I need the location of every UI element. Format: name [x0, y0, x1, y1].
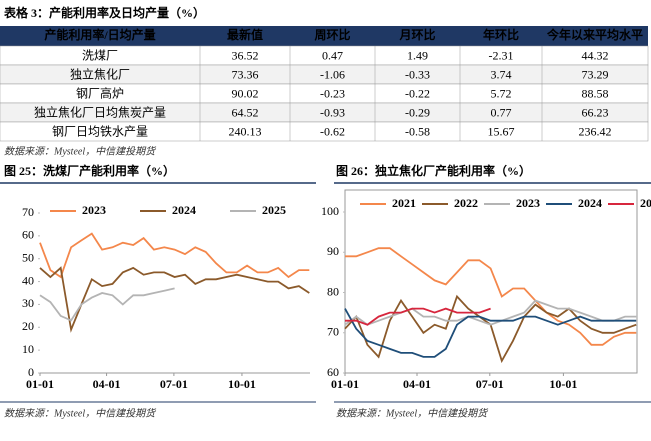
table-cell: 洗煤厂 [82, 48, 118, 62]
table-cell: -0.29 [405, 105, 430, 119]
table-cell: -0.22 [405, 86, 430, 100]
table-cell: -0.62 [320, 124, 345, 138]
table-source: 数据来源：Mysteel，中信建投期货 [4, 145, 157, 157]
table-cell: -1.06 [320, 67, 345, 81]
y-tick-label: 0 [28, 365, 34, 379]
table-cell: 钢厂日均铁水产量 [52, 124, 148, 138]
x-tick-label: 10-01 [228, 377, 256, 391]
y-tick-label: 60 [327, 365, 339, 379]
table-cell: 73.29 [582, 67, 609, 81]
table-cell: 钢厂高炉 [76, 85, 124, 100]
y-tick-label: 30 [22, 296, 34, 310]
series-line [39, 287, 175, 322]
table-cell: 5.72 [491, 86, 512, 100]
series-line [39, 266, 310, 333]
header-cell: 最新值 [227, 27, 263, 42]
legend-label: 2025 [262, 203, 286, 217]
header-cell: 周环比 [314, 27, 350, 42]
table-cell: 90.02 [232, 86, 259, 100]
series-line [345, 247, 637, 346]
y-tick-label: 70 [22, 205, 34, 219]
legend-label: 2021 [392, 196, 416, 210]
table-header [0, 26, 648, 46]
header-cell: 产能利用率/日均产量 [44, 27, 155, 42]
x-tick-label: 07-01 [476, 377, 504, 391]
table-cell: 44.32 [582, 48, 609, 62]
series-line [344, 299, 637, 326]
table-cell: 88.58 [582, 86, 609, 100]
series-line [39, 232, 310, 279]
table-cell: 独立焦化厂 [70, 66, 130, 81]
table-cell: 独立焦化厂日均焦炭产量 [34, 104, 166, 119]
y-tick-label: 40 [22, 273, 34, 287]
header-cell: 今年以来平均水平 [546, 27, 643, 42]
series-line [345, 307, 491, 326]
legend-label: 2025 [640, 196, 651, 210]
figure-title: 图 26：独立焦化厂产能利用率（%） [336, 163, 531, 178]
table-cell: 1.49 [407, 48, 428, 62]
table-cell: -0.58 [405, 124, 430, 138]
table-cell: -0.23 [320, 86, 345, 100]
y-tick-label: 10 [22, 342, 34, 356]
x-tick-label: 07-01 [160, 377, 188, 391]
legend-label: 2022 [454, 196, 478, 210]
series-line [344, 308, 637, 358]
table-row [0, 121, 649, 142]
legend-label: 2024 [578, 196, 602, 210]
table-cell: 36.52 [232, 48, 259, 62]
table-cell: -0.33 [405, 67, 430, 81]
x-tick-label: 01-01 [26, 377, 54, 391]
y-tick-label: 70 [327, 325, 339, 339]
figure-source: 数据来源：Mysteel，中信建投期货 [4, 407, 157, 419]
table-cell: 0.77 [491, 105, 512, 119]
x-tick-label: 10-01 [549, 377, 577, 391]
x-tick-label: 04-01 [93, 377, 121, 391]
plot-frame [344, 189, 638, 374]
table-cell: 3.74 [491, 67, 512, 81]
figure-title: 图 25：洗煤厂产能利用率（%） [4, 163, 175, 178]
table-cell: 64.52 [232, 105, 259, 119]
y-tick-label: 100 [321, 204, 339, 218]
table-title: 表格 3：产能利用率及日均产量（%） [3, 5, 205, 20]
x-tick-label: 01-01 [331, 377, 359, 391]
legend-label: 2023 [516, 196, 540, 210]
y-tick-label: 80 [327, 284, 339, 298]
legend-label: 2024 [172, 203, 196, 217]
y-tick-label: 90 [327, 244, 339, 258]
figure-source: 数据来源：Mysteel，中信建投期货 [336, 407, 489, 419]
header-cell: 月环比 [398, 27, 435, 42]
x-tick-label: 04-01 [403, 377, 431, 391]
y-tick-label: 50 [22, 250, 34, 264]
table-cell: 73.36 [232, 67, 259, 81]
table-cell: 240.13 [229, 124, 262, 138]
table-cell: -0.93 [320, 105, 345, 119]
table-cell: -2.31 [489, 48, 514, 62]
table-cell: 15.67 [488, 124, 515, 138]
table-cell: 0.47 [322, 48, 343, 62]
y-tick-label: 20 [22, 319, 34, 333]
header-cell: 年环比 [483, 27, 519, 42]
series-line [344, 294, 637, 364]
table-cell: 236.42 [579, 124, 612, 138]
legend-label: 2023 [82, 203, 106, 217]
table-cell: 66.23 [582, 105, 609, 119]
y-tick-label: 60 [22, 228, 34, 242]
